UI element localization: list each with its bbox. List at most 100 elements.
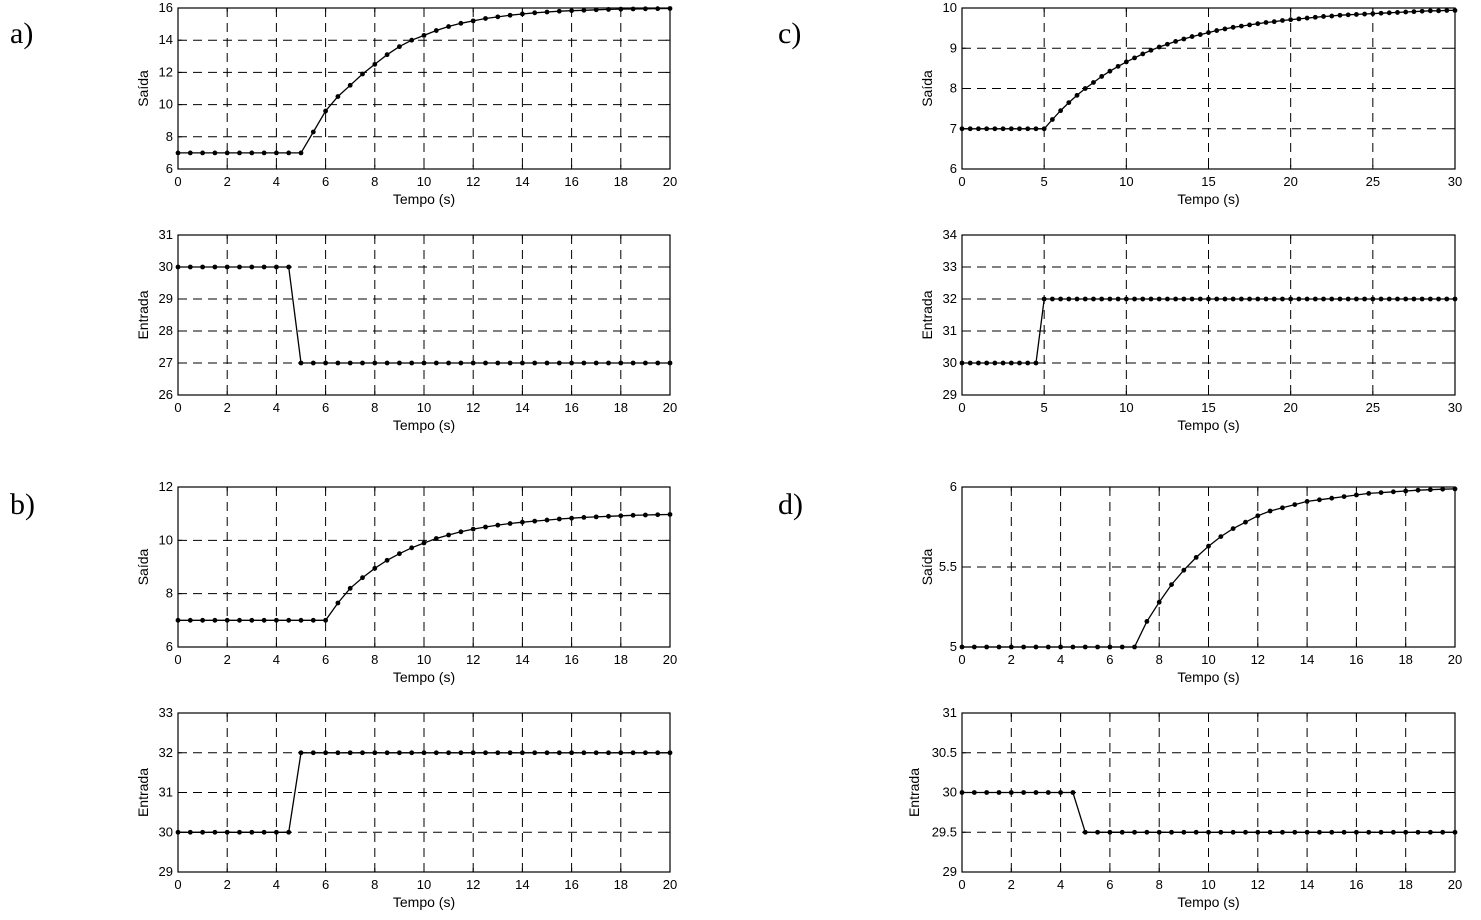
y-tick-label: 31 [943,705,957,720]
data-point [360,71,365,77]
x-tick-label: 8 [371,652,378,667]
data-point [1197,296,1203,302]
data-point [1181,36,1187,42]
x-tick-label: 4 [273,877,280,892]
data-point [532,750,538,756]
data-point [1366,829,1372,835]
data-point [1082,86,1088,91]
data-point [532,360,538,366]
data-point [655,6,661,12]
chart-a_saida: 0 2 4 6 8 10 12 14 16 18 20 6 8 10 12 14 16 Tempo (s) Saíd… [135,0,677,207]
data-point [1099,74,1105,79]
data-point [1288,296,1294,302]
x-tick-label: 2 [224,174,231,189]
data-point [397,360,402,366]
data-point [1140,51,1146,57]
data-point [187,829,193,835]
panel-label-a: a) [10,17,33,50]
data-point [1214,296,1220,302]
data-point [335,600,341,606]
y-tick-label: 33 [159,705,173,720]
chart-c_saida: 0 5 10 15 20 25 30 6 7 8 9 10 Tempo (s) Saída [919,0,1462,207]
data-point [360,750,365,756]
y-tick-label: 6 [950,161,957,176]
data-point [643,750,648,756]
y-tick-label: 10 [159,532,173,547]
x-tick-label: 14 [515,877,529,892]
data-point [1440,829,1446,835]
data-point [470,750,476,756]
data-point [1197,32,1203,37]
data-point [1403,9,1409,15]
data-point [286,617,292,623]
data-point [1427,8,1433,14]
data-point [976,126,981,132]
y-axis-label: Entrada [906,768,922,817]
data-point [1206,543,1211,549]
data-point [286,150,292,156]
data-point [1312,296,1318,302]
y-tick-label: 8 [950,81,957,96]
x-tick-label: 20 [663,652,677,667]
data-point [959,790,965,795]
data-point [544,750,550,756]
data-point [971,644,977,650]
data-point [544,9,550,15]
data-point [1345,296,1351,302]
x-tick-label: 4 [273,652,280,667]
data-point [1082,644,1088,650]
data-point [372,565,378,571]
data-point [1070,790,1076,795]
data-point [1173,39,1179,44]
data-point [187,617,193,623]
data-point [1119,829,1125,835]
data-point [1267,508,1273,514]
data-point [446,360,451,366]
data-point [1140,296,1146,302]
data-point [237,264,242,270]
y-tick-label: 8 [166,586,173,601]
data-point [470,18,476,24]
data-point [667,750,673,756]
data-point [212,617,218,623]
x-tick-label: 0 [958,877,965,892]
data-point [532,518,538,524]
data-point [1008,790,1014,795]
data-point [323,108,328,114]
data-point [556,750,562,756]
data-point [1091,80,1096,85]
data-point [630,360,636,366]
data-point [643,512,648,518]
data-point [1329,829,1335,835]
data-point [984,360,990,366]
data-point [1132,829,1137,835]
data-point [1049,117,1055,122]
data-point [1267,829,1273,835]
x-tick-label: 0 [174,877,181,892]
data-point [1025,126,1031,132]
data-point [1444,8,1450,13]
y-tick-label: 12 [159,479,173,494]
data-point [618,360,624,366]
y-tick-label: 10 [159,97,173,112]
data-point [520,750,525,756]
panel-label-c: c) [778,17,801,50]
data-point [1238,23,1244,29]
data-point [1386,296,1392,302]
x-tick-label: 10 [1119,174,1133,189]
data-point [959,126,965,132]
data-point [1304,296,1310,302]
data-point [1033,790,1039,795]
data-point [261,829,267,835]
x-tick-label: 25 [1366,174,1380,189]
x-tick-label: 12 [466,877,480,892]
data-point [458,360,464,366]
data-point [1288,17,1294,23]
data-point [1329,495,1335,501]
x-tick-label: 18 [614,400,628,415]
data-point [261,264,267,270]
data-point [200,829,206,835]
y-tick-label: 27 [159,355,173,370]
data-point [1362,11,1368,17]
